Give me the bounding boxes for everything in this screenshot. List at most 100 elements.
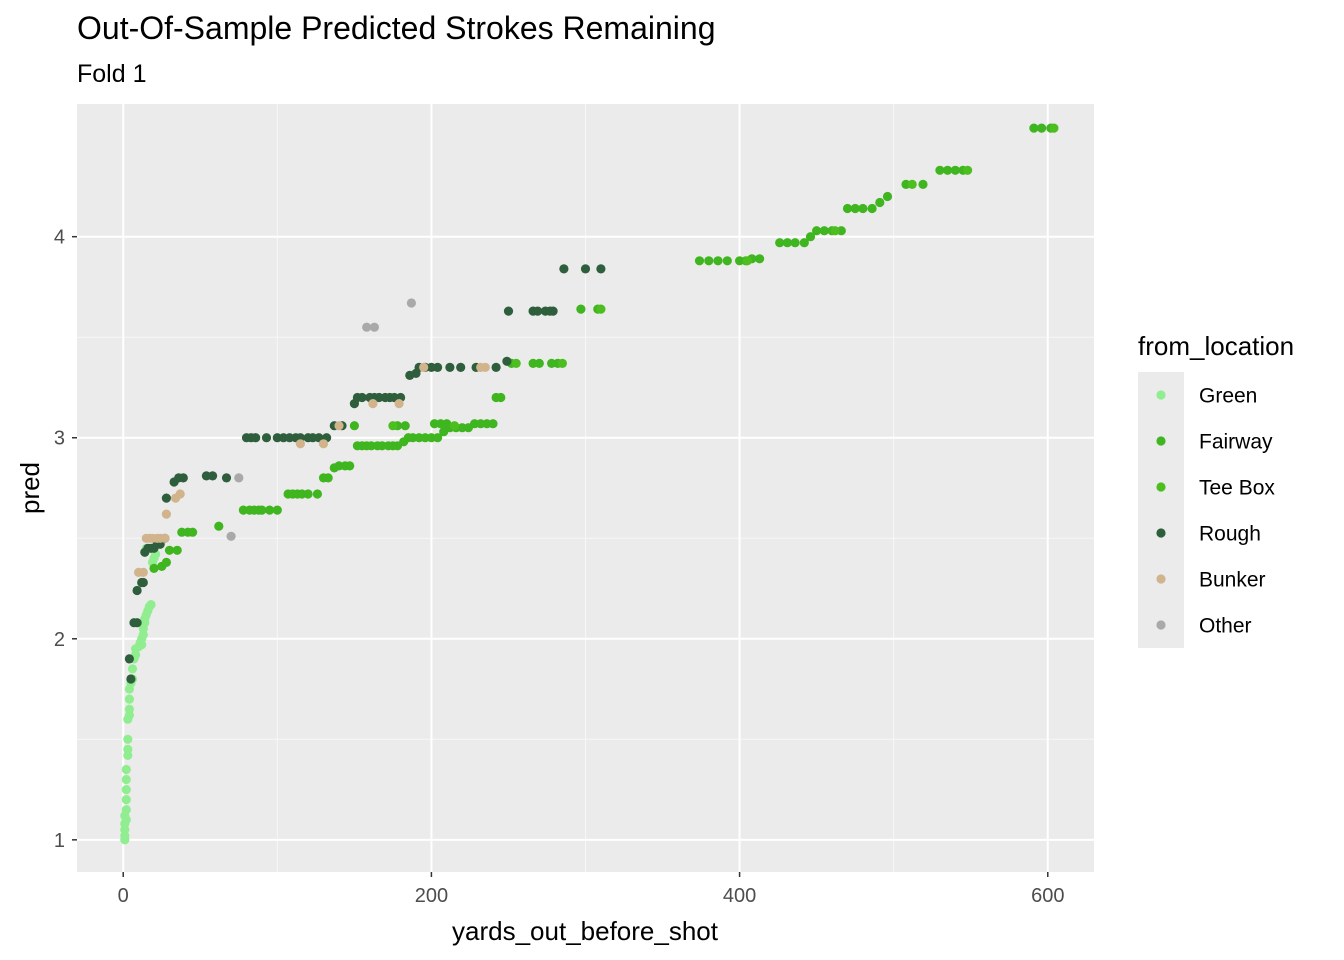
point-green bbox=[121, 774, 131, 785]
point-fairway bbox=[433, 433, 443, 443]
point-other bbox=[226, 531, 236, 541]
point-fairway bbox=[918, 179, 928, 189]
point-green bbox=[121, 785, 131, 795]
point-bunker bbox=[295, 439, 305, 449]
point-fairway bbox=[850, 203, 860, 214]
point-tee-box bbox=[557, 358, 568, 368]
point-other bbox=[234, 473, 244, 483]
point-bunker bbox=[318, 439, 329, 449]
point-fairway bbox=[576, 304, 586, 314]
point-fairway bbox=[867, 203, 877, 214]
point-rough bbox=[357, 392, 367, 403]
point-fairway bbox=[214, 521, 224, 531]
legend-key-tee-box bbox=[1156, 482, 1166, 492]
x-tick-label: 200 bbox=[415, 885, 448, 907]
point-fairway bbox=[303, 489, 313, 499]
point-tee-box bbox=[907, 179, 917, 189]
point-fairway bbox=[172, 545, 182, 555]
legend-label-tee-box: Tee Box bbox=[1199, 477, 1275, 500]
point-fairway bbox=[713, 256, 723, 266]
point-rough bbox=[178, 473, 188, 483]
point-tee-box bbox=[449, 421, 460, 431]
point-fairway bbox=[943, 165, 953, 175]
point-green bbox=[146, 600, 156, 610]
legend-key-background bbox=[1138, 372, 1184, 648]
point-fairway bbox=[312, 489, 322, 499]
data-points bbox=[120, 123, 1059, 845]
point-rough bbox=[533, 306, 543, 316]
point-rough bbox=[132, 618, 142, 628]
point-fairway bbox=[935, 165, 945, 175]
point-bunker bbox=[175, 489, 185, 499]
point-fairway bbox=[496, 392, 506, 403]
legend-label-other: Other bbox=[1199, 615, 1252, 638]
x-axis-ticks: 0 200 400 600 bbox=[118, 872, 1064, 907]
point-rough bbox=[445, 362, 455, 372]
point-fairway bbox=[1029, 123, 1039, 133]
point-fairway bbox=[323, 473, 333, 483]
point-fairway bbox=[882, 191, 893, 202]
point-fairway bbox=[799, 238, 809, 248]
point-fairway bbox=[161, 557, 171, 568]
point-fairway bbox=[149, 563, 159, 574]
point-fairway bbox=[534, 358, 544, 368]
point-rough bbox=[503, 306, 514, 316]
point-fairway bbox=[694, 256, 705, 266]
x-tick-label: 400 bbox=[723, 885, 756, 907]
y-tick-label: 4 bbox=[54, 227, 65, 249]
point-fairway bbox=[722, 256, 732, 266]
point-fairway bbox=[805, 232, 816, 242]
point-tee-box bbox=[596, 304, 606, 314]
point-bunker bbox=[161, 509, 171, 519]
point-tee-box bbox=[830, 226, 840, 236]
point-tee-box bbox=[963, 165, 973, 175]
point-other bbox=[362, 322, 372, 332]
point-rough bbox=[559, 264, 569, 274]
legend-key-green bbox=[1156, 390, 1166, 400]
legend: from_location Green Fairway Tee Box Rough Bu… bbox=[1138, 331, 1294, 648]
point-tee-box bbox=[511, 358, 521, 368]
point-fairway bbox=[790, 238, 800, 248]
point-bunker bbox=[160, 533, 170, 543]
point-fairway bbox=[349, 421, 359, 431]
legend-label-fairway: Fairway bbox=[1199, 431, 1273, 454]
point-fairway bbox=[782, 238, 793, 248]
point-fairway bbox=[257, 505, 267, 515]
legend-key-other bbox=[1156, 620, 1166, 630]
point-green bbox=[127, 664, 138, 674]
point-fairway bbox=[875, 197, 885, 208]
chart-subtitle: Fold 1 bbox=[77, 60, 147, 88]
point-bunker bbox=[138, 567, 148, 578]
point-fairway bbox=[812, 226, 822, 236]
legend-title: from_location bbox=[1138, 331, 1294, 361]
legend-label-bunker: Bunker bbox=[1199, 569, 1266, 592]
point-bunker bbox=[480, 362, 490, 372]
legend-label-rough: Rough bbox=[1199, 523, 1261, 546]
point-rough bbox=[456, 362, 466, 372]
point-rough bbox=[161, 493, 171, 503]
point-fairway bbox=[704, 256, 714, 266]
chart-title: Out-Of-Sample Predicted Strokes Remainin… bbox=[77, 10, 716, 46]
y-axis-ticks: 1 2 3 4 bbox=[54, 227, 77, 852]
point-fairway bbox=[950, 165, 960, 175]
legend-label-green: Green bbox=[1199, 385, 1257, 408]
point-fairway bbox=[1037, 123, 1047, 133]
point-fairway bbox=[842, 203, 853, 214]
y-axis-title: pred bbox=[15, 462, 45, 514]
point-tee-box bbox=[388, 421, 398, 431]
point-other bbox=[369, 322, 379, 332]
point-green bbox=[121, 795, 131, 805]
point-rough bbox=[126, 674, 136, 684]
point-fairway bbox=[819, 226, 829, 236]
point-other bbox=[406, 298, 416, 308]
point-rough bbox=[261, 433, 272, 443]
point-rough bbox=[491, 362, 501, 372]
x-tick-label: 0 bbox=[118, 885, 129, 907]
point-rough bbox=[124, 654, 134, 664]
point-fairway bbox=[188, 527, 198, 537]
x-axis-title: yards_out_before_shot bbox=[452, 916, 719, 946]
point-fairway bbox=[272, 505, 282, 515]
point-fairway bbox=[265, 505, 275, 515]
point-rough bbox=[596, 264, 606, 274]
